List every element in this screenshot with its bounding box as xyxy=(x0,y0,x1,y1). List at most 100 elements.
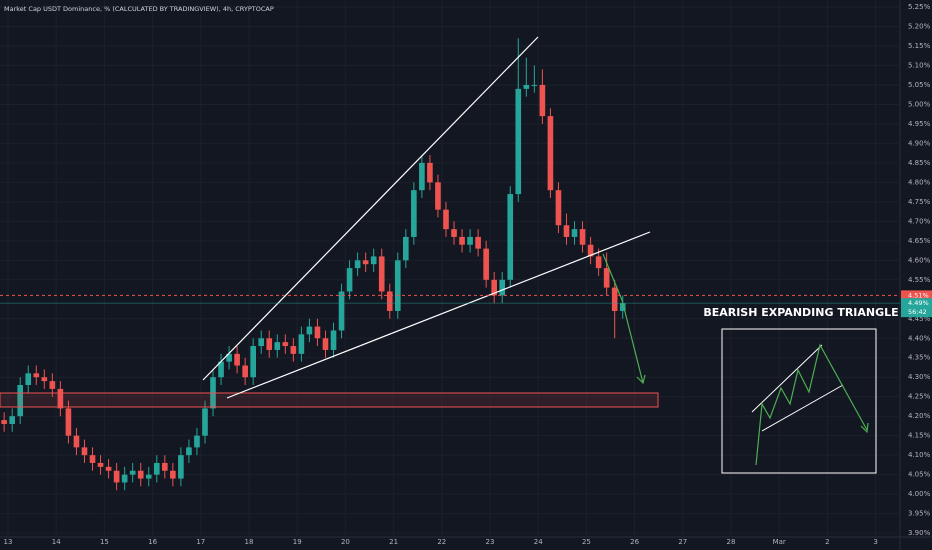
chart-title: Market Cap USDT Dominance, % (CALCULATED… xyxy=(4,5,274,13)
candle-body xyxy=(113,470,120,483)
y-tick-label: 4.60% xyxy=(908,256,931,264)
candle-body xyxy=(411,190,417,237)
candle-body xyxy=(603,268,610,288)
y-tick-label: 4.10% xyxy=(908,451,931,459)
candle-body xyxy=(202,408,208,436)
x-tick-label: 3 xyxy=(873,538,877,546)
candle-body xyxy=(242,365,248,378)
upper-trendline xyxy=(202,36,539,381)
candle-body xyxy=(531,84,538,86)
candle-body xyxy=(153,462,160,475)
candle-body xyxy=(483,248,489,280)
candle-body xyxy=(547,116,554,191)
candle-body xyxy=(290,346,297,354)
y-tick-label: 4.15% xyxy=(908,432,931,440)
candle-body xyxy=(467,236,473,245)
arrow-head xyxy=(636,374,646,385)
candle-body xyxy=(178,455,184,479)
candle-body xyxy=(81,447,88,456)
candle-body xyxy=(378,256,385,292)
y-tick-label: 4.25% xyxy=(908,393,931,401)
y-tick-label: 4.80% xyxy=(908,178,931,186)
y-tick-label: 5.10% xyxy=(908,61,931,69)
y-tick-label: 5.25% xyxy=(908,3,931,11)
last-price-label: 4.49% xyxy=(908,299,929,307)
x-tick-label: 15 xyxy=(100,538,109,546)
candle-body xyxy=(595,256,602,269)
candle-body xyxy=(25,373,32,386)
x-tick-label: 23 xyxy=(486,538,495,546)
x-tick-label: Mar xyxy=(773,538,786,546)
candle-body xyxy=(579,229,586,245)
candle-body xyxy=(274,342,281,350)
inset-zigzag xyxy=(755,343,868,466)
candle-body xyxy=(491,279,497,296)
candle-body xyxy=(346,268,353,292)
candle-body xyxy=(49,381,56,389)
last-price-tag xyxy=(901,298,932,318)
candle-body xyxy=(137,470,144,479)
candle-body xyxy=(539,84,546,117)
candle-body xyxy=(370,256,377,265)
alert-tag xyxy=(901,290,932,301)
candle-body xyxy=(17,385,24,417)
candle-body xyxy=(9,416,15,424)
candle-body xyxy=(306,326,313,335)
candle-body xyxy=(1,420,7,424)
y-tick-label: 4.30% xyxy=(908,373,931,381)
candle-body xyxy=(170,470,176,479)
y-tick-label: 5.05% xyxy=(908,81,931,89)
candle-body xyxy=(57,388,64,409)
candle-body xyxy=(186,447,192,456)
x-tick-label: 19 xyxy=(293,538,302,546)
y-tick-label: 4.70% xyxy=(908,217,931,225)
candle-body xyxy=(145,474,152,479)
candle-body xyxy=(282,342,289,347)
y-tick-label: 4.95% xyxy=(908,120,931,128)
candle-body xyxy=(443,209,449,230)
candle-body xyxy=(338,291,345,331)
candle-body xyxy=(105,466,112,471)
candle-body xyxy=(587,244,594,257)
candle-body xyxy=(266,338,273,350)
candle-body xyxy=(258,338,265,347)
candle-body xyxy=(322,338,329,350)
candle-body xyxy=(427,162,433,183)
candle-body xyxy=(507,194,514,280)
candle-body xyxy=(33,373,40,378)
candle-body xyxy=(555,190,562,226)
x-tick-label: 17 xyxy=(196,538,205,546)
candle-body xyxy=(298,334,305,354)
candle-body xyxy=(362,260,369,265)
y-tick-label: 4.35% xyxy=(908,354,931,362)
y-tick-label: 3.95% xyxy=(908,510,931,518)
x-tick-label: 16 xyxy=(148,538,157,546)
inset-lower-line xyxy=(761,384,844,432)
candle-body xyxy=(459,236,465,245)
candle-body xyxy=(41,377,48,382)
support-zone xyxy=(0,392,659,408)
x-tick-label: 24 xyxy=(534,538,543,546)
x-tick-label: 2 xyxy=(825,538,829,546)
y-tick-label: 4.45% xyxy=(908,315,931,323)
lower-trendline xyxy=(226,231,651,399)
inset-arrow-head xyxy=(860,422,869,434)
candle-body xyxy=(234,353,240,366)
x-tick-label: 28 xyxy=(727,538,736,546)
candle-body xyxy=(475,236,481,249)
x-tick-label: 21 xyxy=(389,538,398,546)
candle-body xyxy=(619,303,626,311)
candle-body xyxy=(563,225,570,237)
candle-body xyxy=(523,84,530,89)
y-tick-label: 3.90% xyxy=(908,529,931,537)
candle-body xyxy=(403,236,409,261)
annotation: BEARISH EXPANDING TRIANGLE xyxy=(703,306,898,319)
x-tick-label: 14 xyxy=(52,538,61,546)
projection-arrow xyxy=(602,253,644,384)
x-tick-label: 26 xyxy=(630,538,639,546)
candle-body xyxy=(194,435,200,448)
y-tick-label: 4.55% xyxy=(908,276,931,284)
candle-body xyxy=(394,260,401,311)
